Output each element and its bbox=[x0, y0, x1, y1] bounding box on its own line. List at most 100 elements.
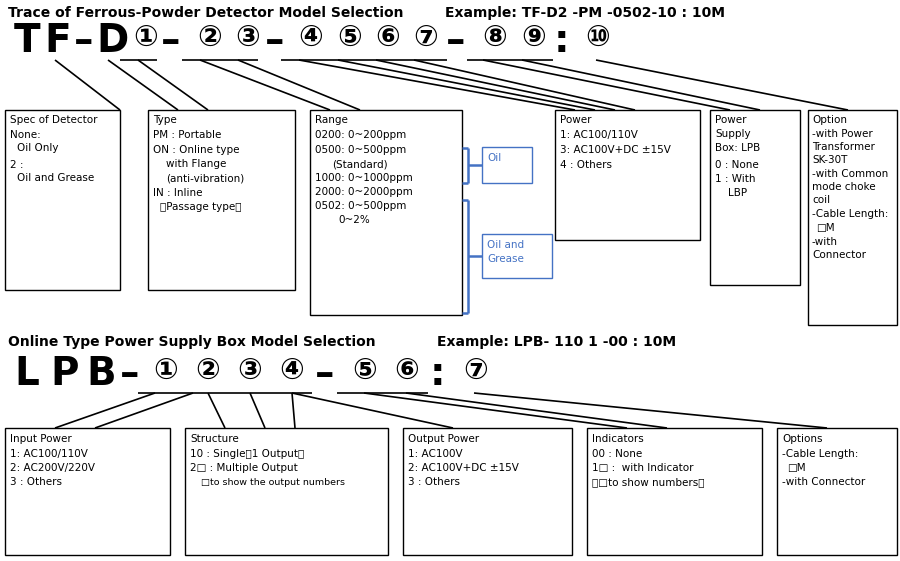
Text: Grease: Grease bbox=[487, 254, 524, 264]
Text: Type: Type bbox=[153, 115, 176, 125]
Text: Structure: Structure bbox=[190, 434, 239, 444]
Text: ⑨: ⑨ bbox=[522, 24, 546, 52]
Text: Oil and: Oil and bbox=[487, 240, 524, 250]
Text: 2: AC200V/220V: 2: AC200V/220V bbox=[10, 463, 95, 473]
Text: 0~2%: 0~2% bbox=[338, 215, 370, 225]
Bar bbox=[587, 428, 762, 555]
Text: 3 : Others: 3 : Others bbox=[10, 477, 62, 487]
Text: Trace of Ferrous-Powder Detector Model Selection: Trace of Ferrous-Powder Detector Model S… bbox=[8, 6, 403, 20]
Text: Oil Only: Oil Only bbox=[17, 143, 58, 153]
Text: -with: -with bbox=[812, 237, 838, 247]
Text: ④: ④ bbox=[280, 357, 304, 385]
Text: T: T bbox=[14, 22, 40, 60]
Text: Output Power: Output Power bbox=[408, 434, 479, 444]
Text: ⑤: ⑤ bbox=[353, 357, 377, 385]
Text: –: – bbox=[74, 22, 94, 60]
Text: P: P bbox=[50, 355, 78, 393]
Text: ⑥: ⑥ bbox=[395, 357, 419, 385]
Text: 1: AC100V: 1: AC100V bbox=[408, 449, 463, 459]
Text: ON : Online type: ON : Online type bbox=[153, 145, 239, 155]
Text: ⑦: ⑦ bbox=[414, 24, 438, 52]
Text: Spec of Detector: Spec of Detector bbox=[10, 115, 97, 125]
Bar bbox=[5, 428, 170, 555]
Text: (anti-vibration): (anti-vibration) bbox=[166, 173, 244, 183]
Bar bbox=[555, 110, 700, 240]
Text: 2: AC100V+DC ±15V: 2: AC100V+DC ±15V bbox=[408, 463, 519, 473]
Text: :: : bbox=[554, 22, 570, 60]
Bar bbox=[5, 110, 120, 290]
Bar bbox=[482, 234, 552, 278]
Text: 0500: 0~500ppm: 0500: 0~500ppm bbox=[315, 145, 406, 155]
Text: 1: AC100/110V: 1: AC100/110V bbox=[10, 449, 88, 459]
Text: with Flange: with Flange bbox=[166, 159, 227, 169]
Text: （□to show numbers）: （□to show numbers） bbox=[592, 477, 705, 487]
Text: ⑥: ⑥ bbox=[375, 24, 401, 52]
Text: :: : bbox=[430, 355, 446, 393]
Text: -with Power: -with Power bbox=[812, 129, 873, 139]
Text: ①: ① bbox=[154, 357, 178, 385]
Text: Option: Option bbox=[812, 115, 847, 125]
Text: Oil: Oil bbox=[487, 153, 501, 163]
Text: 0502: 0~500ppm: 0502: 0~500ppm bbox=[315, 201, 407, 211]
Bar bbox=[808, 110, 897, 325]
Text: 3 : Others: 3 : Others bbox=[408, 477, 460, 487]
Text: -Cable Length:: -Cable Length: bbox=[782, 449, 859, 459]
Text: Input Power: Input Power bbox=[10, 434, 72, 444]
Text: 1 : With: 1 : With bbox=[715, 174, 755, 184]
Text: coil: coil bbox=[812, 195, 830, 205]
Text: 1000: 0~1000ppm: 1000: 0~1000ppm bbox=[315, 173, 413, 183]
Text: 0200: 0~200ppm: 0200: 0~200ppm bbox=[315, 130, 406, 140]
Text: LBP: LBP bbox=[728, 188, 747, 198]
Text: D: D bbox=[96, 22, 128, 60]
Text: –: – bbox=[315, 355, 335, 393]
Text: SK-30T: SK-30T bbox=[812, 155, 848, 165]
Text: Range: Range bbox=[315, 115, 348, 125]
Text: ①: ① bbox=[134, 24, 158, 52]
Text: ②: ② bbox=[198, 24, 222, 52]
Bar bbox=[710, 110, 800, 285]
Text: □M: □M bbox=[787, 463, 806, 473]
Text: 0 : None: 0 : None bbox=[715, 160, 759, 170]
Text: ⑦: ⑦ bbox=[464, 357, 489, 385]
Text: IN : Inline: IN : Inline bbox=[153, 188, 202, 198]
Text: Oil and Grease: Oil and Grease bbox=[17, 173, 94, 183]
Text: Online Type Power Supply Box Model Selection: Online Type Power Supply Box Model Selec… bbox=[8, 335, 375, 349]
Text: Example: LPB- 110 1 -00 : 10M: Example: LPB- 110 1 -00 : 10M bbox=[437, 335, 676, 349]
Bar bbox=[482, 147, 532, 183]
Text: □M: □M bbox=[816, 223, 834, 233]
Text: ②: ② bbox=[195, 357, 220, 385]
Text: ⑤: ⑤ bbox=[338, 24, 363, 52]
Text: Box: LPB: Box: LPB bbox=[715, 143, 760, 153]
Text: Power: Power bbox=[715, 115, 746, 125]
Text: ③: ③ bbox=[238, 357, 262, 385]
Text: (Standard): (Standard) bbox=[332, 159, 388, 169]
Bar bbox=[777, 428, 897, 555]
Text: 10 : Single（1 Output）: 10 : Single（1 Output） bbox=[190, 449, 304, 459]
Text: -with Connector: -with Connector bbox=[782, 477, 865, 487]
Bar bbox=[310, 110, 462, 315]
Bar bbox=[403, 428, 572, 555]
Text: F: F bbox=[44, 22, 70, 60]
Text: –: – bbox=[265, 22, 284, 60]
Text: 3: AC100V+DC ±15V: 3: AC100V+DC ±15V bbox=[560, 145, 670, 155]
Text: Connector: Connector bbox=[812, 250, 866, 260]
Bar bbox=[148, 110, 295, 290]
Text: ⑩: ⑩ bbox=[586, 24, 610, 52]
Text: 4 : Others: 4 : Others bbox=[560, 160, 612, 170]
Text: Example: TF-D2 -PM -0502-10 : 10M: Example: TF-D2 -PM -0502-10 : 10M bbox=[445, 6, 725, 20]
Text: –: – bbox=[446, 22, 465, 60]
Text: 1□ :  with Indicator: 1□ : with Indicator bbox=[592, 463, 694, 473]
Text: L: L bbox=[14, 355, 39, 393]
Text: 2□ : Multiple Output: 2□ : Multiple Output bbox=[190, 463, 298, 473]
Text: 1: AC100/110V: 1: AC100/110V bbox=[560, 130, 638, 140]
Text: 00 : None: 00 : None bbox=[592, 449, 643, 459]
Text: 2 :: 2 : bbox=[10, 160, 23, 170]
Text: 2000: 0~2000ppm: 2000: 0~2000ppm bbox=[315, 187, 413, 197]
Text: □to show the output numbers: □to show the output numbers bbox=[201, 478, 345, 487]
Text: Transformer: Transformer bbox=[812, 142, 875, 152]
Text: ⑧: ⑧ bbox=[482, 24, 508, 52]
Text: Options: Options bbox=[782, 434, 823, 444]
Text: （Passage type）: （Passage type） bbox=[160, 202, 241, 212]
Bar bbox=[185, 428, 388, 555]
Text: -with Common: -with Common bbox=[812, 169, 888, 179]
